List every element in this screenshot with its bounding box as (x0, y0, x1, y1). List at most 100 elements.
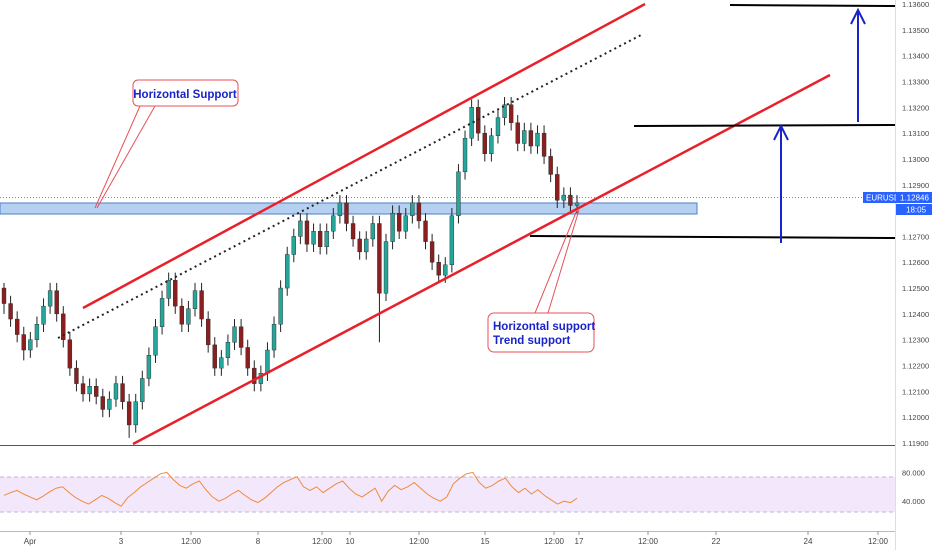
callout-2-pointer (534, 209, 578, 314)
channel-lower-line (132, 73, 831, 446)
x-tick-label: 12:00 (638, 537, 659, 546)
candle (331, 208, 336, 239)
y-tick-label: 1.13500 (902, 26, 929, 35)
price-pane (0, 0, 895, 445)
candle (344, 195, 349, 232)
y-tick-label: 1.13300 (902, 77, 929, 86)
candle (429, 233, 435, 270)
candle (528, 122, 534, 154)
candle (54, 282, 59, 322)
candle (271, 316, 277, 358)
x-axis: Apr 3 12:00 8 12:00 10 12:00 15 12:00 17 12:00 22 24… (24, 531, 889, 546)
level-top (729, 4, 896, 7)
candle (410, 195, 415, 224)
candle (41, 298, 46, 332)
callout-1-box (132, 79, 239, 107)
candle (47, 282, 53, 314)
callout-1-text: Horizontal Support (133, 89, 237, 101)
candle (383, 233, 389, 301)
y-tick-label: 1.11900 (902, 439, 929, 448)
symbol-text: EURUSD (866, 194, 900, 203)
candle (219, 350, 224, 376)
candle (133, 393, 138, 433)
candle (153, 319, 158, 363)
x-tick-label: 10 (346, 537, 355, 546)
x-tick-label: 12:00 (868, 537, 889, 546)
candle (555, 166, 560, 209)
candle (364, 231, 369, 260)
candle (74, 360, 79, 392)
candle (225, 334, 231, 366)
y-tick-label: 1.13000 (902, 155, 929, 164)
candle (126, 393, 132, 438)
candle (146, 347, 152, 387)
candle (390, 205, 395, 250)
x-tick-label: 22 (712, 537, 721, 546)
candle (245, 339, 250, 376)
callout-1-pointer (94, 105, 141, 209)
callout-2-line2: Trend support (493, 335, 570, 347)
channel-upper-line (82, 2, 646, 310)
candle (107, 391, 112, 418)
candle (515, 115, 520, 152)
y-tick-label: 1.12700 (902, 232, 929, 241)
x-tick-label: 12:00 (544, 537, 565, 546)
x-tick-label: 12:00 (409, 537, 430, 546)
candle (179, 298, 185, 332)
callout-2-box (487, 312, 595, 353)
candle (462, 130, 468, 180)
candle (456, 164, 461, 224)
price-badge-text: 1.12846 (900, 194, 929, 203)
candle (285, 246, 290, 296)
candle (522, 122, 527, 152)
candle (449, 208, 455, 273)
candle (561, 187, 567, 209)
candle (252, 360, 257, 392)
candle (568, 187, 573, 214)
candle (28, 331, 33, 358)
x-tick-label: 15 (481, 537, 490, 546)
candle (87, 378, 92, 402)
candle (482, 125, 487, 162)
y-tick-label: 1.12300 (902, 336, 929, 345)
candle (403, 208, 408, 239)
candle (298, 213, 303, 245)
candle (8, 295, 13, 327)
candle (350, 215, 356, 247)
price-badge (896, 192, 932, 203)
candle (14, 311, 20, 343)
candle (212, 337, 217, 376)
candle (423, 213, 428, 250)
y-tick-label: 1.12400 (902, 310, 929, 319)
rsi-group: 80.000 40.000 (3, 468, 925, 507)
candle (173, 272, 178, 314)
candle (166, 272, 171, 307)
candle (541, 125, 547, 165)
x-tick-label: 3 (119, 537, 124, 546)
candle (120, 375, 125, 410)
callout-2-line1: Horizontal support (493, 321, 595, 333)
y-tick-label: 1.13400 (902, 52, 929, 61)
candle (94, 378, 99, 405)
candle (311, 223, 316, 252)
y-tick-label: 1.13600 (902, 0, 929, 9)
countdown-badge (896, 204, 932, 215)
y-axis: 1.13600 1.13500 1.13400 1.13300 1.13200 1.131… (902, 0, 929, 448)
candle (291, 228, 296, 263)
candle (199, 282, 204, 327)
candle (508, 96, 514, 131)
candle (495, 109, 501, 144)
y-tick-label: 1.12000 (902, 413, 929, 422)
level-low (529, 235, 896, 239)
candle (357, 231, 362, 260)
rsi-tick-label: 40.000 (902, 497, 925, 506)
y-tick-label: 1.12200 (902, 362, 929, 371)
candle (186, 300, 191, 332)
candles-group (1, 96, 580, 438)
y-tick-label: 1.12100 (902, 387, 929, 396)
candle (396, 205, 402, 239)
y-tick-label: 1.12600 (902, 258, 929, 267)
candle (416, 195, 422, 229)
candle (238, 319, 244, 356)
